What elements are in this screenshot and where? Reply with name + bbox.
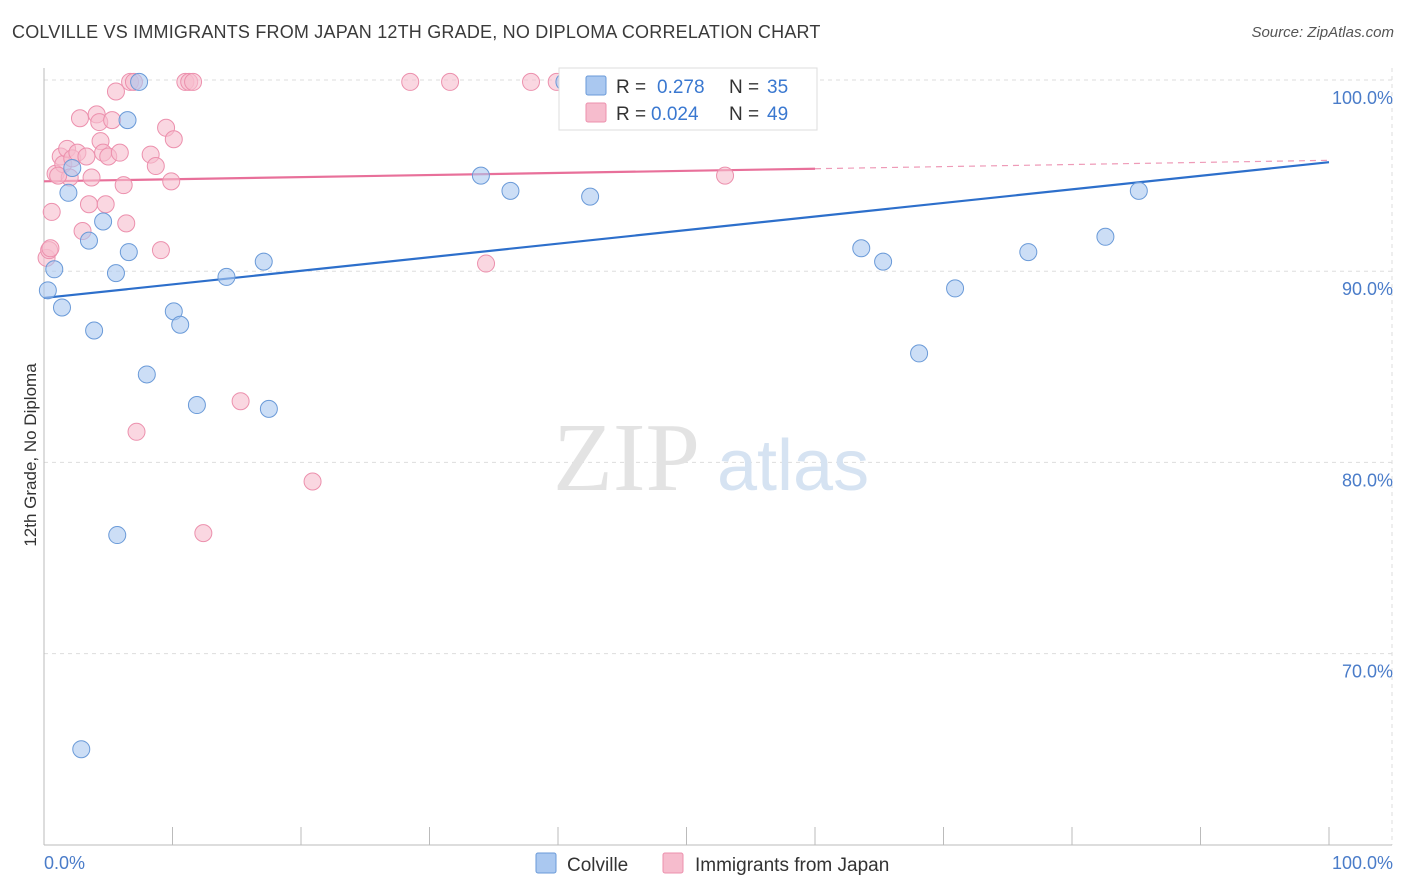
japan-point: [42, 202, 61, 221]
japan-point: [716, 166, 735, 185]
colville-point: [1129, 181, 1148, 200]
legend-n-value-japan: 49: [767, 104, 788, 125]
colville-point: [581, 187, 600, 206]
colville-point: [471, 166, 490, 185]
japan-point: [184, 72, 203, 91]
series-legend: Colville Immigrants from Japan: [535, 852, 889, 876]
colville-point: [119, 243, 138, 262]
colville-point: [63, 158, 82, 177]
colville-point: [72, 740, 91, 759]
japan-point: [522, 72, 541, 91]
japan-point: [49, 166, 68, 185]
japan-point: [146, 157, 165, 176]
colville-point: [1096, 227, 1115, 246]
colville-point: [79, 231, 98, 250]
japan-point: [96, 195, 115, 214]
y-tick-label: 70.0%: [1342, 662, 1393, 682]
japan-point: [127, 422, 146, 441]
colville-point: [108, 526, 127, 545]
legend-r-label-colville: R =: [616, 77, 646, 98]
japan-point: [77, 147, 96, 166]
colville-point: [52, 298, 71, 317]
japan-point: [41, 239, 60, 258]
colville-point: [254, 252, 273, 271]
y-tick-labels: 70.0% 80.0% 90.0% 100.0%: [1332, 88, 1393, 682]
japan-point: [441, 72, 460, 91]
japan-point: [231, 392, 250, 411]
colville-point: [171, 315, 190, 334]
series-legend-swatch-colville: [535, 852, 557, 874]
colville-point: [130, 72, 149, 91]
stats-legend: R = 0.278 N = 35 R = 0.024 N = 49: [558, 67, 818, 131]
trend-line-japan-dashed: [814, 159, 1330, 170]
japan-point: [401, 72, 420, 91]
axes: [43, 68, 1392, 846]
gridlines: [44, 68, 1393, 845]
series-legend-swatch-japan: [662, 852, 684, 874]
colville-point: [910, 344, 929, 363]
japan-point: [162, 172, 181, 191]
legend-n-label-japan: N =: [729, 104, 759, 125]
colville-point: [45, 260, 64, 279]
colville-point: [85, 321, 104, 340]
y-axis-label: 12th Grade, No Diploma: [21, 363, 40, 547]
colville-point: [187, 396, 206, 415]
japan-point: [303, 472, 322, 491]
y-tick-label: 90.0%: [1342, 279, 1393, 299]
legend-r-value-japan: 0.024: [651, 104, 699, 125]
colville-point: [94, 212, 113, 231]
y-tick-label: 80.0%: [1342, 470, 1393, 490]
colville-point: [852, 239, 871, 258]
legend-swatch-colville: [585, 75, 607, 96]
points-immigrants-from-japan: [37, 72, 735, 543]
watermark-atlas: atlas: [717, 426, 869, 506]
colville-point: [217, 267, 236, 286]
colville-point: [106, 264, 125, 283]
legend-r-label-japan: R =: [616, 104, 646, 125]
colville-point: [501, 181, 520, 200]
colville-point: [137, 365, 156, 384]
trend-line-colville: [43, 161, 1330, 300]
legend-n-label-colville: N =: [729, 77, 759, 98]
colville-point: [259, 399, 278, 418]
chart-title: COLVILLE VS IMMIGRANTS FROM JAPAN 12TH G…: [12, 22, 821, 42]
japan-point: [117, 214, 136, 233]
colville-point: [118, 111, 137, 130]
x-tick-labels: 0.0% 100.0%: [44, 853, 1393, 873]
legend-r-value-colville: 0.278: [657, 77, 705, 98]
japan-point: [151, 241, 170, 260]
colville-point: [874, 252, 893, 271]
x-tick-label-max: 100.0%: [1332, 853, 1393, 873]
japan-point: [194, 524, 213, 543]
legend-swatch-japan: [585, 102, 607, 123]
watermark-zip: ZIP: [553, 404, 700, 512]
colville-point: [59, 183, 78, 202]
japan-point: [477, 254, 496, 273]
japan-point: [114, 176, 133, 195]
trend-lines: [43, 159, 1330, 300]
japan-point: [79, 195, 98, 214]
colville-point: [1019, 243, 1038, 262]
legend-n-value-colville: 35: [767, 77, 788, 98]
japan-point: [106, 82, 125, 101]
x-tick-label-min: 0.0%: [44, 853, 85, 873]
japan-point: [110, 143, 129, 162]
japan-point: [103, 111, 122, 130]
japan-point: [70, 109, 89, 128]
series-legend-label-japan: Immigrants from Japan: [695, 855, 889, 876]
japan-point: [164, 130, 183, 149]
colville-point: [38, 281, 57, 300]
y-tick-label: 100.0%: [1332, 88, 1393, 108]
japan-point: [82, 168, 101, 187]
watermark: ZIP atlas: [553, 404, 869, 512]
source-note: Source: ZipAtlas.com: [1251, 24, 1394, 41]
series-legend-label-colville: Colville: [567, 855, 628, 876]
colville-point: [946, 279, 965, 298]
